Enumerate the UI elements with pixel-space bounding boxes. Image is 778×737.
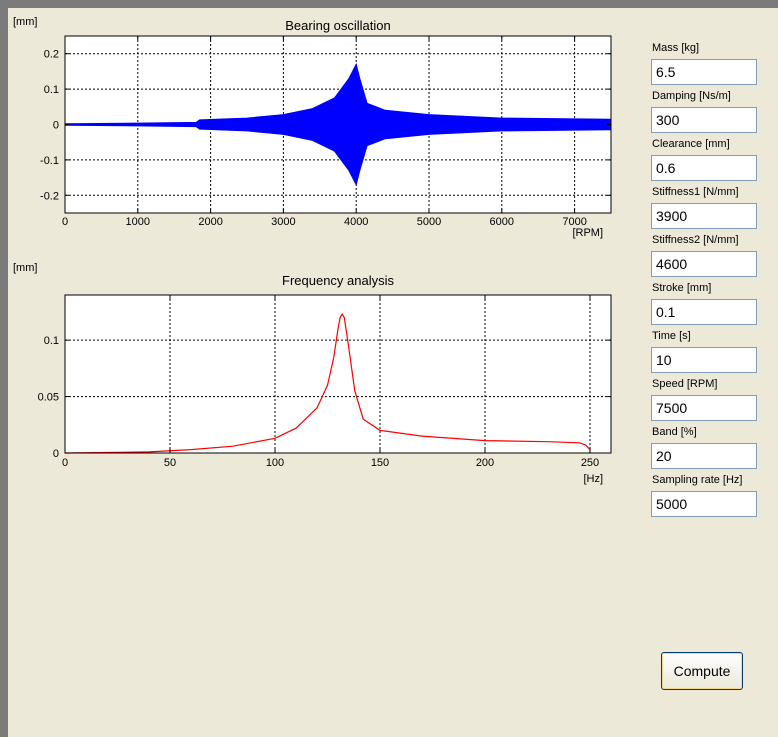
chart-title-1: Frequency analysis — [282, 273, 394, 288]
y-tick-label-1-1: 0.05 — [38, 392, 59, 404]
chart-title-0: Bearing oscillation — [285, 18, 391, 33]
frequency-spectrum-line — [64, 313, 591, 454]
damping-input[interactable] — [651, 107, 757, 133]
x-tick-label-0-3: 3000 — [271, 216, 295, 228]
x-tick-label-0-2: 2000 — [198, 216, 222, 228]
x-tick-label-1-0: 0 — [62, 457, 68, 469]
x-tick-label-0-7: 7000 — [562, 216, 586, 228]
x-tick-label-0-0: 0 — [62, 216, 68, 228]
y-tick-label-0-3: 0.1 — [44, 84, 59, 96]
x-tick-label-0-5: 5000 — [417, 216, 441, 228]
x-unit-label-1: [Hz] — [583, 473, 603, 485]
y-tick-label-1-2: 0.1 — [44, 335, 59, 347]
clearance-label: Clearance [mm] — [652, 138, 730, 150]
x-tick-label-1-4: 200 — [476, 457, 494, 469]
mass-label: Mass [kg] — [652, 42, 700, 54]
app-window: 0 1000 2000 3000 4000 5000 6000 7000 -0.2 -0.1 0 0.… — [8, 8, 778, 737]
plots-area: 0 1000 2000 3000 4000 5000 6000 7000-0.2-0.100.… — [13, 16, 612, 485]
x-tick-label-1-3: 150 — [371, 457, 389, 469]
speed-input[interactable] — [651, 395, 757, 421]
y-tick-label-1-0: 0 — [53, 448, 59, 460]
x-tick-label-1-5: 250 — [581, 457, 599, 469]
plot-frame-1 — [64, 294, 612, 454]
time-label: Time [s] — [652, 330, 691, 342]
x-tick-label-1-2: 100 — [266, 457, 284, 469]
plot-background-1 — [65, 295, 611, 453]
x-tick-label-0-6: 6000 — [490, 216, 514, 228]
y-tick-label-0-2: 0 — [53, 120, 59, 132]
damping-label: Damping [Ns/m] — [652, 90, 731, 102]
x-tick-label-0-1: 1000 — [126, 216, 150, 228]
y-tick-label-0-4: 0.2 — [44, 49, 59, 61]
stiffness1-input[interactable] — [651, 203, 757, 229]
x-unit-label-0: [RPM] — [572, 227, 603, 239]
band-label: Band [%] — [652, 426, 697, 438]
speed-label: Speed [RPM] — [652, 378, 718, 390]
stroke-label: Stroke [mm] — [652, 282, 712, 294]
y-tick-label-0-0: -0.2 — [40, 190, 59, 202]
y-tick-label-0-1: -0.1 — [40, 155, 59, 167]
stiffness1-label: Stiffness1 [N/mm] — [652, 186, 739, 198]
stiffness2-label: Stiffness2 [N/mm] — [652, 234, 739, 246]
clearance-input[interactable] — [651, 155, 757, 181]
y-unit-label-0: [mm] — [13, 16, 37, 28]
sampling-rate-input[interactable] — [651, 491, 757, 517]
compute-button[interactable]: Compute — [661, 652, 743, 690]
band-input[interactable] — [651, 443, 757, 469]
time-input[interactable] — [651, 347, 757, 373]
sampling-rate-label: Sampling rate [Hz] — [652, 474, 743, 486]
x-tick-label-1-1: 50 — [164, 457, 176, 469]
stroke-input[interactable] — [651, 299, 757, 325]
x-tick-label-0-4: 4000 — [344, 216, 368, 228]
y-unit-label-1: [mm] — [13, 262, 37, 274]
stiffness2-input[interactable] — [651, 251, 757, 277]
mass-input[interactable] — [651, 59, 757, 85]
